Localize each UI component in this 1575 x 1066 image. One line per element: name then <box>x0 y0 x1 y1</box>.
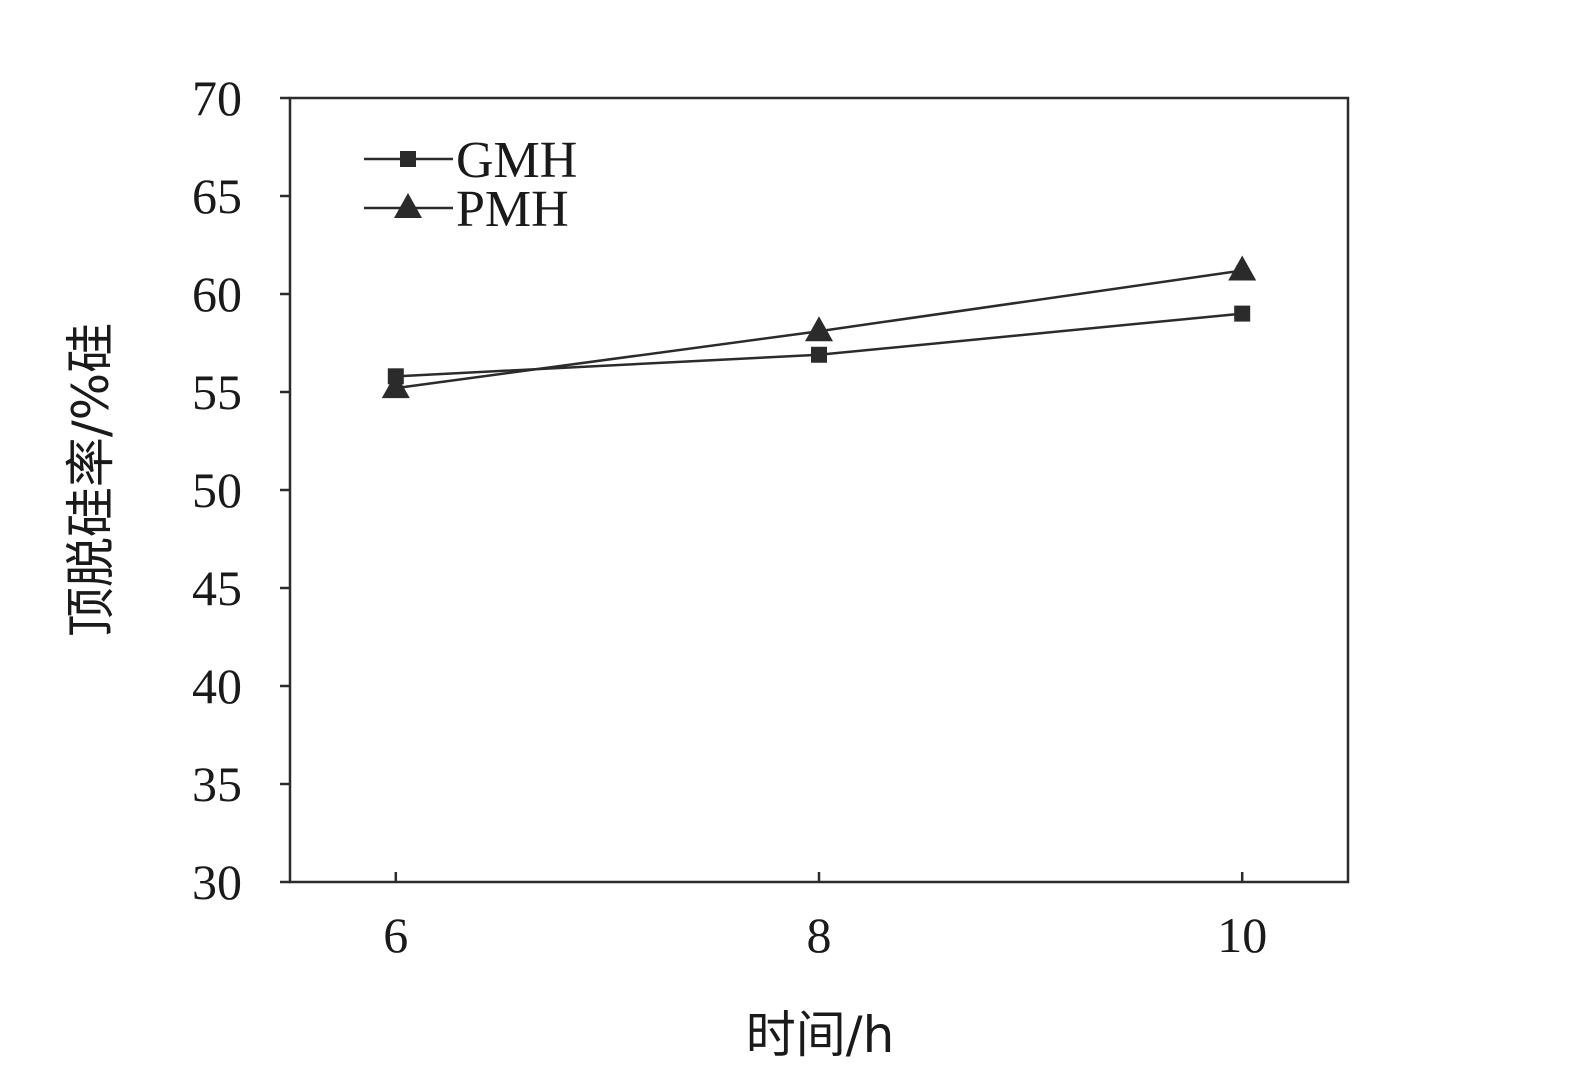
legend-label-gmh: GMH <box>456 132 577 189</box>
y-tick-label: 60 <box>192 266 242 322</box>
x-tick-label: 10 <box>1217 907 1267 963</box>
y-tick-label: 65 <box>192 168 242 224</box>
y-axis-title: 顶脱硅率/%硅 <box>62 323 120 637</box>
data-point-gmh <box>1234 305 1251 322</box>
x-axis: 6 8 10 <box>383 872 1267 963</box>
legend-marker-pmh <box>394 193 422 218</box>
y-tick-label: 40 <box>192 658 242 714</box>
data-point-pmh <box>381 373 410 399</box>
y-tick-label: 70 <box>192 70 242 126</box>
data-point-pmh <box>1228 255 1257 281</box>
y-tick-label: 30 <box>192 854 242 910</box>
series-layer <box>381 255 1257 399</box>
y-tick-label: 35 <box>192 756 242 812</box>
plot-frame <box>288 96 1350 884</box>
legend-marker-gmh <box>400 151 416 167</box>
legend-label-pmh: PMH <box>456 181 569 238</box>
y-tick-label: 50 <box>192 462 242 518</box>
y-tick-label: 45 <box>192 560 242 616</box>
data-point-gmh <box>811 346 827 363</box>
x-tick-label: 6 <box>383 907 408 963</box>
y-axis: 30 35 40 45 50 55 60 65 70 <box>192 70 290 910</box>
x-axis-title: 时间/h <box>746 1006 895 1064</box>
x-tick-label: 8 <box>807 907 832 963</box>
data-point-pmh <box>805 316 833 342</box>
y-tick-label: 55 <box>192 364 242 420</box>
